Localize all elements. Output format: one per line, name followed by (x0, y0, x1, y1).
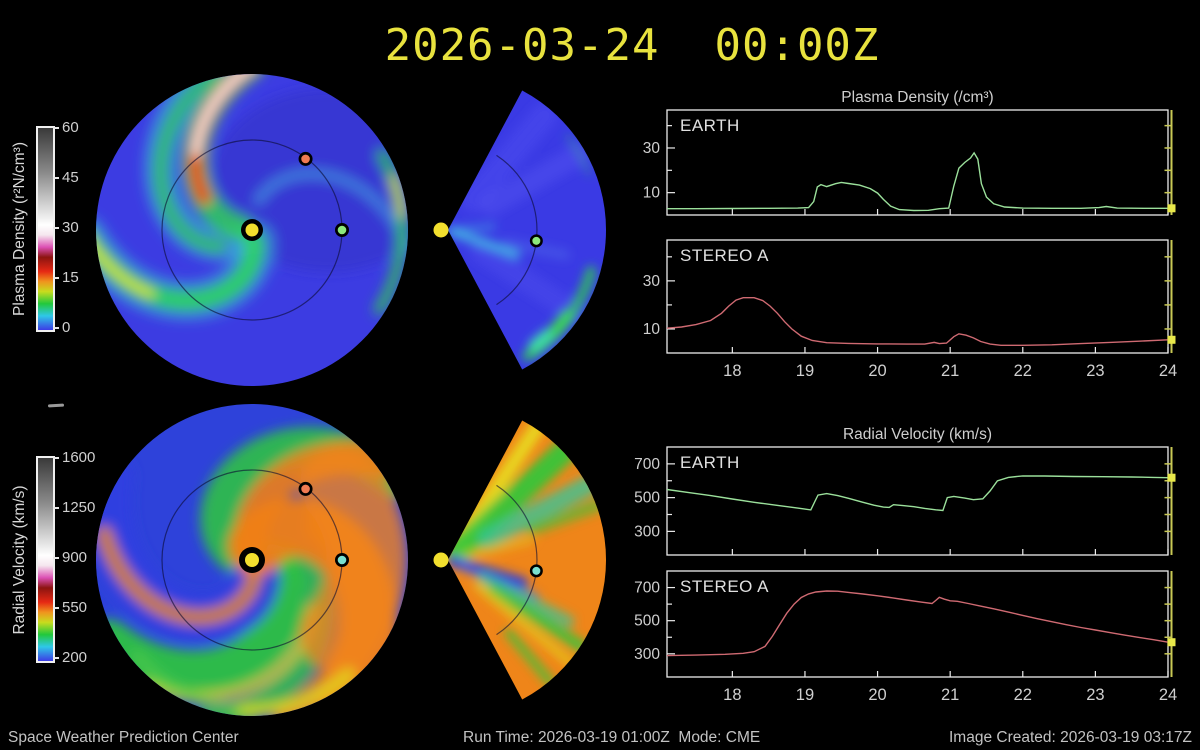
y-tick-label: 300 (634, 523, 660, 540)
colorbar-tickmark (53, 177, 59, 179)
colorbar-tickmark (53, 557, 59, 559)
series-line (666, 475, 1169, 512)
chart-panel-frame (666, 446, 1169, 556)
x-tick-label: 18 (723, 686, 741, 704)
velocity-colorbar-label: Radial Velocity (km/s) (11, 485, 28, 635)
density-meridional-map (433, 90, 607, 370)
x-tick-label: 23 (1086, 362, 1104, 380)
x-tick-label: 18 (723, 362, 741, 380)
x-tick-label: 24 (1159, 362, 1177, 380)
density-polar-map (96, 74, 408, 386)
velocity-polar-map (96, 404, 408, 716)
y-tick-label: 700 (634, 580, 660, 597)
colorbar-tick-label: 1250 (62, 499, 96, 516)
panel-observer-label: EARTH (680, 453, 740, 472)
density-colorbar-gradient (38, 128, 53, 330)
footer-org: Space Weather Prediction Center (8, 729, 239, 746)
chart-panel-frame (666, 109, 1169, 216)
now-value-marker (1167, 473, 1176, 482)
y-tick-label: 500 (634, 613, 660, 630)
chart-group-title: Radial Velocity (km/s) (843, 426, 992, 443)
colorbar-tick-label: 45 (62, 169, 79, 186)
panel-observer-label: STEREO A (680, 577, 769, 596)
colorbar-tick-label: 0 (62, 319, 71, 336)
y-tick-label: 700 (634, 456, 660, 473)
density-colorbar-label: Plasma Density (r²N/cm³) (11, 142, 28, 316)
y-tick-label: 300 (634, 646, 660, 663)
x-tick-label: 19 (796, 362, 814, 380)
series-line (667, 151, 1168, 212)
x-tick-label: 22 (1014, 362, 1032, 380)
now-value-marker (1167, 204, 1176, 213)
colorbar-tickmark (53, 327, 59, 329)
footer-image-created: Image Created: 2026-03-19 03:17Z (949, 729, 1192, 746)
density-timeseries-charts: Plasma Density (/cm³) 10 30 EARTH 10 30 STEREO… (643, 89, 1177, 380)
y-tick-label: 30 (643, 273, 661, 290)
x-tick-label: 21 (941, 686, 959, 704)
footer-runtime: Run Time: 2026-03-19 01:00Z Mode: CME (463, 729, 761, 746)
x-tick-label: 19 (796, 686, 814, 704)
colorbar-tickmark (53, 507, 59, 509)
colorbar-tickmark (53, 277, 59, 279)
colorbar-tick-label: 550 (62, 599, 88, 616)
colorbar-tickmark (53, 227, 59, 229)
x-tick-label: 20 (868, 686, 886, 704)
now-value-marker (1167, 638, 1176, 647)
colorbar-tickmark (53, 457, 59, 459)
chart-panel-frame (666, 239, 1169, 354)
colorbar-tickmark (53, 657, 59, 659)
y-tick-label: 10 (643, 321, 661, 338)
velocity-colorbar (36, 456, 55, 663)
forecast-datetime-title: 2026-03-24 00:00Z (384, 20, 880, 71)
x-tick-label: 24 (1159, 686, 1177, 704)
velocity-meridional-map (433, 420, 607, 700)
colorbar-tick-label: 15 (62, 269, 79, 286)
density-colorbar (36, 126, 55, 332)
colorbar-tickmark (53, 607, 59, 609)
chart-group-title: Plasma Density (/cm³) (841, 89, 993, 106)
colorbar-tick-label: 30 (62, 219, 79, 236)
series-line (666, 590, 1169, 657)
x-tick-label: 23 (1086, 686, 1104, 704)
colorbar-tick-label: 1600 (62, 449, 96, 466)
velocity-colorbar-gradient (38, 458, 53, 661)
x-tick-label: 22 (1014, 686, 1032, 704)
y-tick-label: 30 (643, 140, 661, 157)
colorbar-tickmark (53, 127, 59, 129)
panel-observer-label: STEREO A (680, 246, 769, 265)
now-value-marker (1167, 335, 1176, 344)
x-tick-label: 21 (941, 362, 959, 380)
y-tick-label: 500 (634, 490, 660, 507)
y-tick-label: 10 (643, 185, 661, 202)
colorbar-tick-label: 200 (62, 649, 88, 666)
series-line (666, 296, 1169, 346)
velocity-timeseries-charts: Radial Velocity (km/s) 300 500 700 EARTH 300 5… (634, 426, 1177, 704)
colorbar-tick-label: 900 (62, 549, 88, 566)
colorbar-tick-label: 60 (62, 119, 79, 136)
stray-dash-artifact (47, 403, 65, 408)
panel-observer-label: EARTH (680, 116, 740, 135)
chart-panel-frame (666, 570, 1169, 678)
x-tick-label: 20 (868, 362, 886, 380)
